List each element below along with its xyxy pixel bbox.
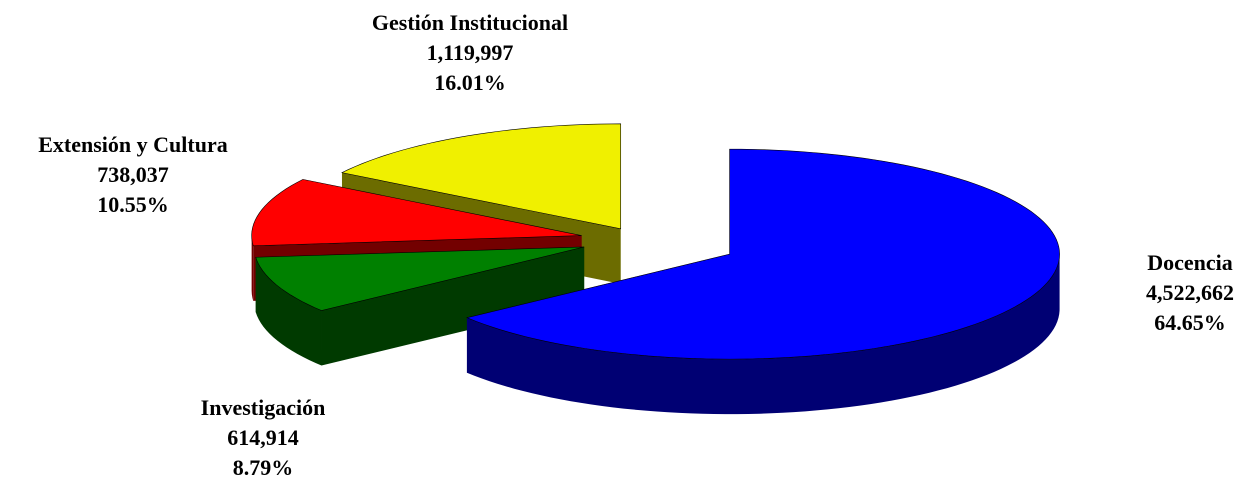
slice [251, 179, 582, 247]
slice [465, 148, 1060, 360]
value-label: 738,037 [97, 162, 169, 187]
percent-label: 64.65% [1154, 310, 1226, 335]
value-label: 4,522,662 [1146, 280, 1234, 305]
slice-label: Gestión Institucional [372, 10, 568, 35]
slice [341, 123, 622, 230]
slice-label: Investigación [201, 395, 326, 420]
percent-label: 16.01% [434, 70, 506, 95]
slice [255, 246, 585, 311]
slice-label: Docencia [1147, 250, 1233, 275]
slice-wall [255, 257, 322, 366]
value-label: 614,914 [227, 425, 299, 450]
slice-label: Extensión y Cultura [38, 132, 227, 157]
percent-label: 8.79% [233, 455, 294, 480]
slice-wall [251, 235, 254, 301]
value-label: 1,119,997 [427, 40, 514, 65]
slice-wall [466, 254, 1060, 415]
percent-label: 10.55% [97, 192, 169, 217]
